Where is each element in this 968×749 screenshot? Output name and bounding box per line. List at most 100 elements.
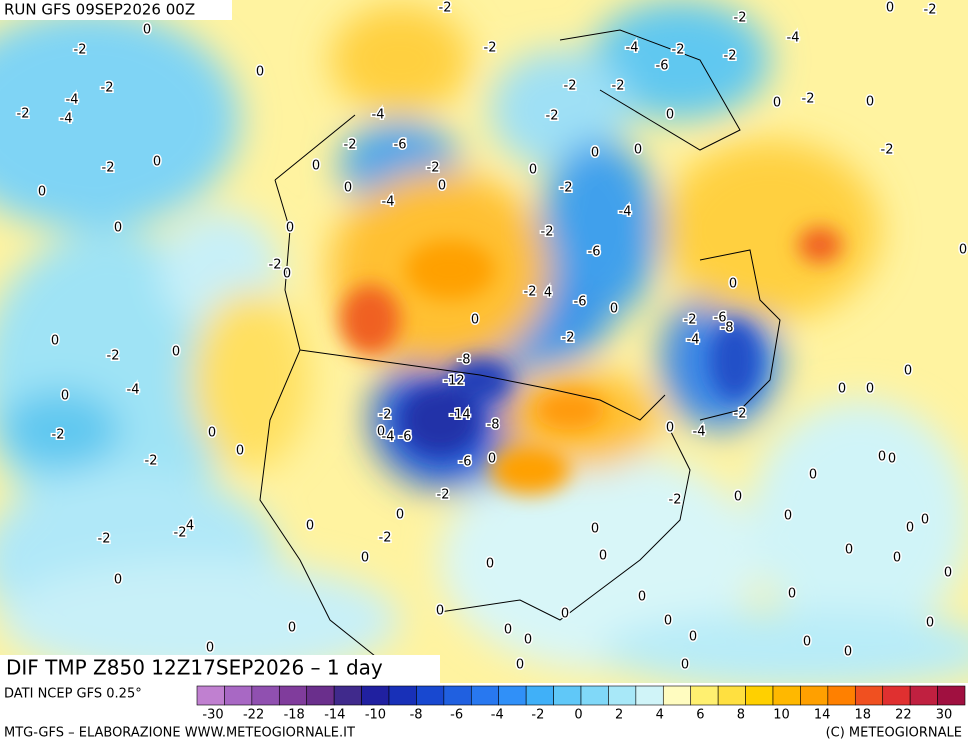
contour-label: 0 [886,1,894,16]
contour-label: 0 [729,277,737,292]
colorbar-swatch [690,685,719,706]
contour-label: 0 [666,421,674,436]
contour-label: -4 [382,430,395,445]
contour-label: 0 [377,425,385,440]
map-title: DIF TMP Z850 12Z17SEP2026 – 1 day [6,656,383,680]
contour-label: -2 [562,331,575,346]
colorbar-tick-label: -30 [202,708,223,723]
contour-label: 0 [904,364,912,379]
colorbar-swatch [608,685,637,706]
contour-label: -2 [427,161,440,176]
contour-label: -2 [379,408,392,423]
contour-label: -2 [107,349,120,364]
contour-label: -2 [734,11,747,26]
contour-label: 0 [664,614,672,629]
contour-label: -8 [487,418,500,433]
colorbar-swatch [882,685,911,706]
contour-label: -2 [924,3,937,18]
colorbar-swatch [580,685,609,706]
colorbar-tick-label: 30 [936,708,953,723]
contour-label: 0 [344,181,352,196]
contour-label: -2 [344,138,357,153]
contour-label: 0 [788,587,796,602]
footer-left: MTG-GFS – ELABORAZIONE WWW.METEOGIORNALE… [4,726,355,741]
contour-label: -2 [541,225,554,240]
contour-label: 0 [396,508,404,523]
colorbar-swatch [525,685,554,706]
contour-label: -4 [787,31,800,46]
contour-label: -2 [669,493,682,508]
colorbar-tick-label: -4 [491,708,504,723]
data-source: DATI NCEP GFS 0.25° [4,687,142,702]
contour-label: 0 [51,334,59,349]
contour-label: -2 [102,161,115,176]
contour-label: 0 [524,633,532,648]
colorbar-tick-label: 22 [895,708,912,723]
colorbar-swatch [827,685,856,706]
contour-label: -6 [656,59,669,74]
contour-label: 0 [206,641,214,656]
contour-label: -6 [574,295,587,310]
colorbar-tick-label: 8 [737,708,745,723]
colorbar: -30 -22 -18 -14 -10 -8 -6 -4 -2 0 2 4 6 8 10 14 18 22 30 [196,685,966,723]
colorbar-swatch [388,685,417,706]
contour-label: -2 [174,526,187,541]
contour-label: -4 [693,425,706,440]
contour-label: 0 [591,146,599,161]
contour-label: 0 [283,267,291,282]
title-box [0,655,440,683]
contour-label: -2 [564,79,577,94]
contour-label: 0 [734,490,742,505]
contour-label: 0 [959,243,967,258]
contour-label: 0 [114,221,122,236]
map-field: 0-2-20 -2-2 -2 -4 -2-6-2-40-2-4-2 -4-2 -20 -2 0-… [0,0,968,683]
colorbar-swatch [800,685,829,706]
contour-label: 0 [878,450,886,465]
footer-right: (C) METEOGIORNALE [826,726,962,741]
contour-label: 0 [784,509,792,524]
contour-label: 0 [61,389,69,404]
contour-labels: 0-2-20 -2-2 -2 -4 -2-6-2-40-2-4-2 -4-2 -20 -2 0-… [15,0,968,674]
contour-label: 0 [143,23,151,38]
colorbar-swatch [196,685,225,706]
contour-label: -4 [626,41,639,56]
contour-label: -6 [459,455,472,470]
colorbar-swatch [470,685,500,706]
colorbar-swatch [333,685,362,706]
contour-label: -2 [98,532,111,547]
contour-label: 0 [38,185,46,200]
contour-label: -2 [881,143,894,158]
contour-label: -4 [60,112,73,127]
contour-label: 0 [866,95,874,110]
contour-label: -2 [524,285,537,300]
contour-label: -2 [560,181,573,196]
contour-label: 0 [838,382,846,397]
contour-label: 4 [186,519,194,534]
contour-label: -6 [588,245,601,260]
contour-label: 0 [809,468,817,483]
colorbar-tick-label: -2 [531,708,544,723]
contour-label: -8 [721,321,734,336]
contour-label: -4 [619,205,632,220]
contour-label: 0 [926,616,934,631]
contour-label: 0 [153,155,161,170]
contour-label: 0 [256,65,264,80]
contour-label: -2 [437,488,450,503]
run-box [0,0,232,20]
colorbar-tick-label: 0 [574,708,582,723]
contour-label: -2 [684,313,697,328]
contour-label: 0 [361,551,369,566]
contour-label: 0 [208,426,216,441]
contour-label: 4 [544,286,552,301]
contour-label: 0 [666,108,674,123]
colorbar-tick-label: 14 [814,708,831,723]
contour-label: 0 [921,513,929,528]
contour-label: 0 [888,452,896,467]
contour-label: 0 [486,557,494,572]
contour-label: 0 [516,658,524,673]
contour-label: 0 [288,621,296,636]
run-label: RUN GFS 09SEP2026 00Z [4,1,195,19]
contour-label: -2 [379,531,392,546]
colorbar-tick-label: 4 [656,708,664,723]
